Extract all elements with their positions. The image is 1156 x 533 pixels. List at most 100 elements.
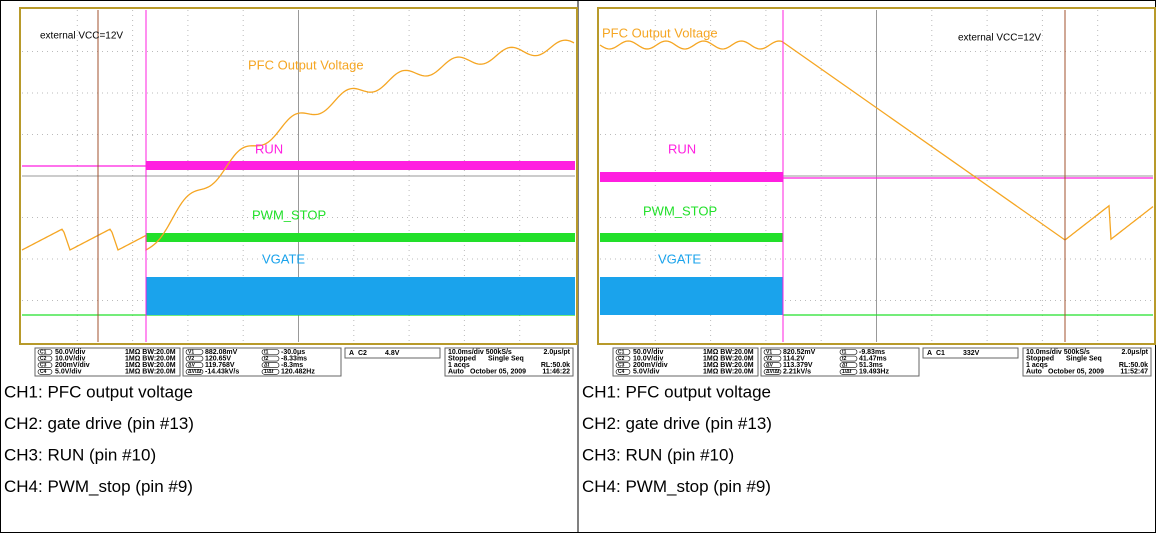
- trigger-mode: A: [349, 350, 354, 357]
- annotation: PWM_STOP: [252, 207, 326, 222]
- channel-input: 1MΩ BW:20.0M: [125, 355, 176, 362]
- timebase-time: 11:46:22: [542, 369, 570, 376]
- cursor-value: 113.379V: [783, 362, 813, 369]
- ch1-trace: [599, 40, 1154, 241]
- channel-id: C3: [40, 363, 47, 369]
- timebase-record: RL:50.0k: [1119, 362, 1148, 369]
- caption: CH2: gate drive (pin #13): [582, 414, 772, 433]
- annotation: external VCC=12V: [958, 33, 1041, 44]
- channel-scale: 200mV/div: [633, 362, 668, 369]
- cursor-value: -14.43kV/s: [205, 369, 239, 376]
- channel-input: 1MΩ BW:20.0M: [125, 349, 176, 356]
- cursor-badge: [763, 349, 782, 355]
- cursor-badge: [839, 355, 858, 362]
- timebase-resolution: 2.0μs/pt: [544, 349, 571, 356]
- channel-scale: 50.0V/div: [633, 349, 663, 356]
- cursor-badge: [261, 362, 280, 369]
- caption: CH3: RUN (pin #10): [582, 445, 734, 464]
- annotation: external VCC=12V: [40, 31, 123, 42]
- timebase-rate: 10.0ms/div 500kS/s: [1026, 349, 1090, 356]
- channel-input: 1MΩ BW:20.0M: [125, 369, 176, 376]
- channel-badge: [37, 362, 53, 369]
- channel-id: C1: [40, 349, 47, 355]
- annotation: VGATE: [658, 251, 701, 266]
- cursor-name: ΔV: [188, 363, 196, 369]
- cursor-value: 2.21kV/s: [783, 369, 811, 376]
- channel-id: C2: [618, 356, 625, 362]
- channel-scale: 5.0V/div: [633, 369, 660, 376]
- channel-input: 1MΩ BW:20.0M: [703, 362, 754, 369]
- cursor-name: V2: [188, 356, 194, 362]
- cursor-value: 882.08mV: [205, 349, 238, 356]
- cursor-value: 120.65V: [205, 355, 231, 362]
- channel-scale: 10.0V/div: [633, 355, 663, 362]
- cursor-name: ΔV/Δt: [766, 369, 780, 375]
- cursor-badge: [261, 368, 280, 375]
- cursor-badge: [261, 349, 280, 355]
- cursor-value: -9.83ms: [859, 349, 885, 356]
- channel-id: C4: [40, 369, 47, 375]
- cursor-badge: [185, 368, 204, 375]
- channel-id: C4: [618, 369, 625, 375]
- cursor-name: t1: [842, 349, 847, 355]
- timebase-sequence: Single Seq: [488, 355, 524, 362]
- channel-badge: [37, 349, 53, 355]
- cursor-name: t2: [264, 356, 269, 362]
- channel-scale: 200mV/div: [55, 362, 90, 369]
- cursor-badge: [763, 362, 782, 369]
- caption: CH1: PFC output voltage: [4, 382, 193, 401]
- timebase-date: October 05, 2009: [470, 369, 526, 376]
- cursor-value: -30.0μs: [281, 349, 305, 356]
- cursor-name: Δt: [264, 363, 270, 369]
- cursor-name: 1/Δt: [264, 369, 274, 375]
- trigger-level: 4.8V: [385, 350, 400, 357]
- cursor-badge: [261, 355, 280, 362]
- timebase-record: RL:50.0k: [541, 362, 570, 369]
- cursor-badge: [763, 355, 782, 362]
- cursor-value: 19.493Hz: [859, 369, 889, 376]
- cursor-name: ΔV/Δt: [188, 369, 202, 375]
- trigger-box: [922, 347, 1019, 359]
- timebase-box: [444, 347, 574, 377]
- channel-badge: [615, 362, 631, 369]
- cursor-name: V1: [188, 349, 194, 355]
- timebase-trigger_mode: Auto: [448, 369, 464, 376]
- cursor-value: 820.52mV: [783, 349, 816, 356]
- channel-box: [612, 347, 759, 377]
- trigger-box: [344, 347, 441, 359]
- cursor-name: V2: [766, 356, 772, 362]
- ch3-burst: [600, 172, 783, 182]
- caption: CH2: gate drive (pin #13): [4, 414, 194, 433]
- cursor-name: 1/Δt: [842, 369, 852, 375]
- cursor-badge: [185, 355, 204, 362]
- ch2-gate-burst: [146, 277, 575, 315]
- ch3-burst: [146, 161, 575, 170]
- annotation: PFC Output Voltage: [602, 25, 718, 40]
- timebase-sequence: Single Seq: [1066, 355, 1102, 362]
- cursor-value: 119.768V: [205, 362, 235, 369]
- channel-id: C3: [618, 363, 625, 369]
- caption: CH4: PWM_stop (pin #9): [4, 477, 193, 496]
- cursor-badge: [185, 362, 204, 369]
- cursor-badge: [839, 362, 858, 369]
- caption: CH1: PFC output voltage: [582, 382, 771, 401]
- annotation: RUN: [668, 141, 696, 156]
- annotation: RUN: [255, 141, 283, 156]
- channel-scale: 50.0V/div: [55, 349, 85, 356]
- cursor-name: V1: [766, 349, 772, 355]
- timebase-resolution: 2.0μs/pt: [1122, 349, 1149, 356]
- cursor-name: t1: [264, 349, 269, 355]
- timebase-trigger_mode: Auto: [1026, 369, 1042, 376]
- cursor-value: -8.3ms: [281, 362, 303, 369]
- caption: CH3: RUN (pin #10): [4, 445, 156, 464]
- channel-scale: 10.0V/div: [55, 355, 85, 362]
- channel-badge: [37, 368, 53, 375]
- cursor-value: 51.3ms: [859, 362, 883, 369]
- channel-badge: [615, 355, 631, 362]
- cursor-value: 120.482Hz: [281, 369, 315, 376]
- cursor-badge: [839, 349, 858, 355]
- cursor-badge: [763, 368, 782, 375]
- channel-input: 1MΩ BW:20.0M: [703, 369, 754, 376]
- caption: CH4: PWM_stop (pin #9): [582, 477, 771, 496]
